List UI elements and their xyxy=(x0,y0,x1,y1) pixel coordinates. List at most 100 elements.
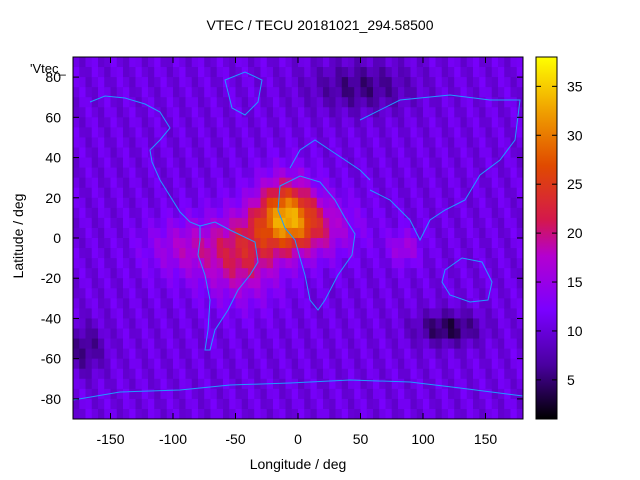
heatmap-cell xyxy=(323,157,330,169)
heatmap-cell xyxy=(516,388,523,400)
heatmap-cell xyxy=(498,298,505,309)
heatmap-cell xyxy=(79,177,87,189)
heatmap-cell xyxy=(104,107,112,118)
heatmap-cell xyxy=(141,288,149,299)
heatmap-cell xyxy=(216,398,224,410)
heatmap-cell xyxy=(341,227,349,239)
heatmap-cell xyxy=(354,278,362,289)
heatmap-cell xyxy=(335,248,343,259)
heatmap-cell xyxy=(210,137,218,149)
heatmap-cell xyxy=(185,338,193,350)
heatmap-cell xyxy=(273,217,280,229)
heatmap-cell xyxy=(479,197,487,209)
heatmap-cell xyxy=(454,278,462,289)
heatmap-cell xyxy=(473,408,480,419)
heatmap-cell xyxy=(185,67,193,78)
heatmap-cell xyxy=(166,197,174,209)
heatmap-cell xyxy=(410,177,418,189)
heatmap-cell xyxy=(160,127,168,139)
heatmap-cell xyxy=(323,298,330,309)
heatmap-cell xyxy=(354,157,362,169)
heatmap-cell xyxy=(429,167,437,179)
heatmap-cell xyxy=(466,318,474,330)
heatmap-cell xyxy=(385,278,393,289)
heatmap-cell xyxy=(179,398,187,410)
heatmap-cell xyxy=(479,328,487,340)
heatmap-cell xyxy=(91,318,99,330)
heatmap-cell xyxy=(398,258,405,269)
heatmap-cell xyxy=(148,167,155,179)
heatmap-cell xyxy=(435,398,443,410)
heatmap-cell xyxy=(473,278,480,289)
heatmap-cell xyxy=(341,167,349,179)
heatmap-cell xyxy=(298,97,305,108)
heatmap-cell xyxy=(141,368,149,380)
heatmap-cell xyxy=(154,67,162,78)
heatmap-cell xyxy=(448,117,455,128)
heatmap-cell xyxy=(123,388,130,400)
heatmap-cell xyxy=(104,258,112,269)
heatmap-cell xyxy=(404,227,412,239)
heatmap-cell xyxy=(316,328,324,340)
heatmap-cell xyxy=(373,278,380,289)
heatmap-cell xyxy=(348,67,355,78)
colorbar-tick-label: 5 xyxy=(567,372,575,388)
heatmap-cell xyxy=(398,227,405,239)
heatmap-cell xyxy=(273,137,280,149)
heatmap-cell xyxy=(510,338,518,350)
heatmap-cell xyxy=(166,328,174,340)
heatmap-cell xyxy=(304,67,312,78)
heatmap-cell xyxy=(160,348,168,360)
heatmap-cell xyxy=(466,167,474,179)
heatmap-cell xyxy=(248,127,255,139)
heatmap-cell xyxy=(310,298,318,309)
heatmap-cell xyxy=(479,137,487,149)
heatmap-cell xyxy=(498,197,505,209)
heatmap-cell xyxy=(91,248,99,259)
heatmap-cell xyxy=(279,318,287,330)
heatmap-cell xyxy=(410,388,418,400)
heatmap-cell xyxy=(366,288,374,299)
heatmap-cell xyxy=(204,388,212,400)
heatmap-cell xyxy=(123,147,130,159)
heatmap-cell xyxy=(210,248,218,259)
heatmap-cell xyxy=(210,187,218,199)
heatmap-cell xyxy=(166,217,174,229)
heatmap-cell xyxy=(379,97,387,108)
heatmap-cell xyxy=(279,278,287,289)
heatmap-cell xyxy=(241,358,249,370)
heatmap-cell xyxy=(129,197,137,209)
heatmap-cell xyxy=(173,117,180,128)
heatmap-cell xyxy=(266,87,274,98)
heatmap-cell xyxy=(341,147,349,159)
heatmap-cell xyxy=(223,318,230,330)
heatmap-cell xyxy=(91,197,99,209)
heatmap-cell xyxy=(410,328,418,340)
heatmap-cell xyxy=(298,207,305,219)
heatmap-cell xyxy=(485,388,493,400)
heatmap-cell xyxy=(435,268,443,279)
heatmap-cell xyxy=(260,288,268,299)
heatmap-cell xyxy=(91,137,99,149)
heatmap-cell xyxy=(510,157,518,169)
heatmap-cell xyxy=(304,217,312,229)
heatmap-cell xyxy=(241,217,249,229)
heatmap-cell xyxy=(110,318,118,330)
heatmap-cell xyxy=(285,298,293,309)
heatmap-cell xyxy=(91,268,99,279)
heatmap-cell xyxy=(123,67,130,78)
heatmap-cell xyxy=(141,137,149,149)
heatmap-cell xyxy=(391,368,399,380)
heatmap-cell xyxy=(254,127,262,139)
heatmap-cell xyxy=(235,258,243,269)
heatmap-cell xyxy=(441,278,449,289)
heatmap-cell xyxy=(241,308,249,320)
heatmap-cell xyxy=(191,217,199,229)
heatmap-cell xyxy=(279,167,287,179)
heatmap-cell xyxy=(116,207,124,219)
heatmap-cell xyxy=(379,197,387,209)
heatmap-cell xyxy=(210,157,218,169)
heatmap-cell xyxy=(366,368,374,380)
heatmap-cell xyxy=(404,408,412,419)
heatmap-cell xyxy=(116,77,124,88)
